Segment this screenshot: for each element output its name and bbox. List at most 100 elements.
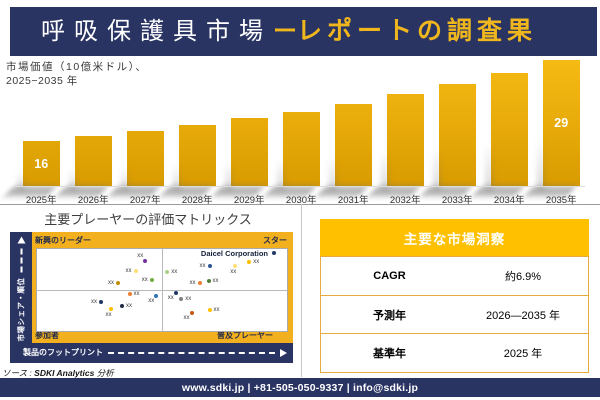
matrix-point: xx [91, 299, 103, 305]
point-label: xx [230, 269, 237, 276]
matrix-point: xx [190, 280, 202, 286]
company-label: Daicel Corporation [200, 249, 268, 259]
matrix-point: xx [206, 278, 219, 284]
source-prefix: ソース : [2, 368, 35, 378]
bar-2032年 [386, 93, 424, 187]
matrix-title: 主要プレーヤーの評価マトリックス [44, 212, 252, 227]
x-axis-label-2028年: 2028年 [181, 194, 213, 206]
chart-title-line2: 2025−2035 年 [6, 74, 78, 87]
point-label: xx [125, 268, 132, 275]
x-axis-label-2027年: 2027年 [129, 194, 161, 206]
bar-2029年 [230, 118, 268, 187]
matrix-point: xx [165, 269, 177, 275]
bar-value-label: 29 [554, 116, 569, 130]
chart-title: 市場価値（10億米ドル）、 2025−2035 年 [6, 61, 147, 88]
bar-2033年 [438, 83, 476, 187]
matrix-point: xx [142, 277, 154, 283]
bar-2034年 [490, 72, 528, 187]
matrix-x-axis-band: 製品のフットプリント [10, 343, 293, 363]
matrix-point: xx [106, 306, 113, 318]
chart-baseline [13, 186, 585, 187]
chart-title-line1: 市場価値（10億米ドル）、 [6, 61, 148, 73]
point-label: xx [126, 302, 132, 309]
matrix-point: xx [120, 303, 132, 309]
row-value-forecast-years: 2026—2035 年 [486, 309, 560, 322]
matrix-point: xx [108, 280, 120, 286]
row-value-base-year: 2025 年 [503, 348, 543, 361]
x-axis-label-2025年: 2025年 [25, 194, 57, 206]
point-label: xx [171, 268, 178, 275]
header-banner: 呼吸保護具市場 ー レポートの調査果 [10, 7, 597, 56]
row-label-cagr: CAGR [373, 269, 406, 282]
bar-2025年: 16 [22, 141, 60, 187]
header-separator-dash: ー [273, 17, 297, 45]
x-axis-label-2026年: 2026年 [77, 194, 109, 206]
header-subtitle: レポートの調査果 [297, 17, 538, 45]
point-label: xx [148, 297, 155, 304]
x-axis-label-2033年: 2033年 [441, 194, 473, 206]
matrix-point: xx [137, 253, 148, 264]
source-name: SDKI Analytics [34, 368, 95, 378]
x-axis-label-2030年: 2030年 [285, 194, 317, 206]
x-axis-label-2034年: 2034年 [493, 194, 525, 206]
matrix-y-axis-rotated: 市場シェア・順位 [10, 233, 31, 342]
table-row: 予測年 2026—2035 年 [321, 294, 588, 334]
bar-2035年: 29 [542, 59, 580, 187]
bar-2031年 [334, 103, 372, 187]
insights-title: 主要な市場洞察 [403, 231, 506, 247]
point-label: xx [253, 259, 260, 266]
matrix-point: xx [127, 291, 140, 297]
x-axis-label-2035年: 2035年 [545, 194, 577, 206]
row-label-forecast-years: 予測年 [373, 309, 406, 322]
insights-header: 主要な市場洞察 [320, 219, 589, 256]
bar-2030年 [282, 111, 320, 187]
point-label: xx [133, 290, 140, 297]
matrix-frame: 新興のリーダー スター 参加者 普及プレーヤー xx xx xx xx xx xx xx xx… [31, 232, 293, 343]
bar-2028年 [178, 124, 216, 187]
point-label: xx [199, 263, 206, 270]
table-row: CAGR 約6.9% [321, 257, 588, 295]
point-label: xx [183, 314, 190, 321]
header-title: 呼吸保護具市場 [41, 18, 272, 45]
point-label: xx [141, 277, 148, 284]
table-row: 基準年 2025 年 [321, 333, 588, 372]
bar-2026年 [74, 135, 112, 187]
matrix-point: xx [148, 293, 159, 304]
matrix-plot: xx xx xx xx xx xx xx xx Daicel Corporation xx xx xx… [36, 248, 288, 332]
matrix-point: xx [230, 264, 238, 275]
point-label: xx [167, 295, 174, 302]
x-axis-label-2032年: 2032年 [389, 194, 421, 206]
point-label: xx [213, 307, 220, 314]
vertical-divider [301, 204, 302, 377]
matrix-point: xx [207, 307, 220, 313]
footer-bar: www.sdki.jp | +81-505-050-9337 | info@sd… [0, 378, 600, 397]
matrix-point: xx [179, 296, 191, 302]
quadrant-label-participants: 参加者 [35, 331, 59, 340]
point-label: xx [105, 311, 112, 318]
point-label: xx [212, 278, 219, 285]
matrix-point: xx [200, 263, 212, 269]
x-axis-dashed-line [108, 351, 275, 354]
point-label: xx [108, 280, 114, 287]
point-label: xx [137, 253, 144, 260]
x-axis-label-2031年: 2031年 [337, 194, 369, 206]
horizontal-divider [0, 204, 600, 205]
matrix-point-daicel: Daicel Corporation [201, 250, 276, 258]
footer-contact-text: www.sdki.jp | +81-505-050-9337 | info@sd… [181, 381, 419, 394]
quadrant-label-stars: スター [263, 235, 287, 245]
point-label: xx [91, 298, 97, 305]
point-label: xx [189, 279, 196, 286]
source-line: ソース : SDKI Analytics 分析 [2, 367, 114, 379]
y-axis-dashed-line [19, 248, 22, 272]
y-axis-arrow-icon [16, 236, 25, 243]
quadrant-divider-horizontal [37, 290, 287, 291]
matrix-y-axis-label: 市場シェア・順位 [16, 277, 26, 341]
quadrant-label-pervasive-players: 普及プレーヤー [217, 331, 273, 340]
matrix-x-axis-label: 製品のフットプリント [23, 348, 103, 358]
insights-table: CAGR 約6.9% 予測年 2026—2035 年 基準年 2025 年 [320, 256, 589, 373]
matrix-point: xx [126, 268, 138, 274]
bar-value-label: 16 [34, 156, 49, 171]
matrix-point: xx [247, 259, 259, 265]
x-axis-arrow-icon [280, 348, 287, 357]
